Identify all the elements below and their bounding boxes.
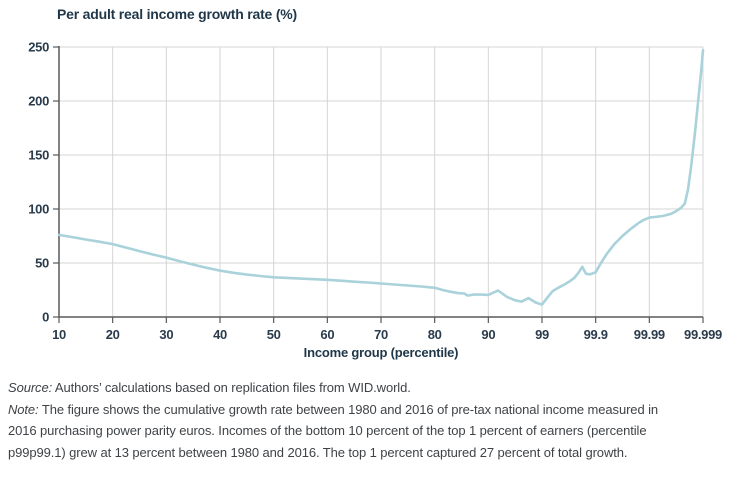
x-tick-label: 40 — [213, 327, 227, 342]
x-tick-label: 99.99 — [634, 327, 665, 342]
source-label: Source: — [8, 380, 53, 395]
y-tick-label: 0 — [42, 310, 49, 325]
x-tick-label: 99.999 — [684, 327, 722, 342]
note-label: Note: — [8, 401, 39, 417]
x-tick-label: 10 — [52, 327, 66, 342]
x-tick-label: 80 — [428, 327, 442, 342]
growth-curve — [57, 48, 705, 306]
note-line-2: 2016 purchasing power parity euros. Inco… — [8, 423, 647, 438]
x-tick-label: 30 — [159, 327, 173, 342]
x-axis-title: Income group (percentile) — [303, 345, 459, 360]
x-tick-label: 20 — [106, 327, 120, 342]
note-line-1: Note: The figure shows the cumulative gr… — [8, 399, 748, 421]
source-text: Authors’ calculations based on replicati… — [54, 380, 411, 395]
y-tick-label: 200 — [28, 94, 49, 109]
y-tick-label: 100 — [28, 202, 49, 217]
note-text-1: The figure shows the cumulative growth r… — [41, 401, 658, 417]
x-tick-label: 99.9 — [584, 327, 608, 342]
x-tick-label: 70 — [374, 327, 388, 342]
y-tick-label: 150 — [28, 148, 49, 163]
figure-footer: Source: Authors’ calculations based on r… — [8, 377, 748, 463]
x-tick-label: 90 — [481, 327, 495, 342]
chart-title: Per adult real income growth rate (%) — [57, 6, 297, 22]
x-tick-label: 50 — [267, 327, 281, 342]
x-tick-label: 60 — [320, 327, 334, 342]
source-line: Source: Authors’ calculations based on r… — [8, 377, 748, 399]
note-line-3: p99p99.1) grew at 13 percent between 198… — [8, 444, 628, 460]
y-tick-label: 250 — [28, 40, 49, 55]
x-tick-label: 99 — [535, 327, 549, 342]
y-tick-label: 50 — [35, 256, 49, 271]
